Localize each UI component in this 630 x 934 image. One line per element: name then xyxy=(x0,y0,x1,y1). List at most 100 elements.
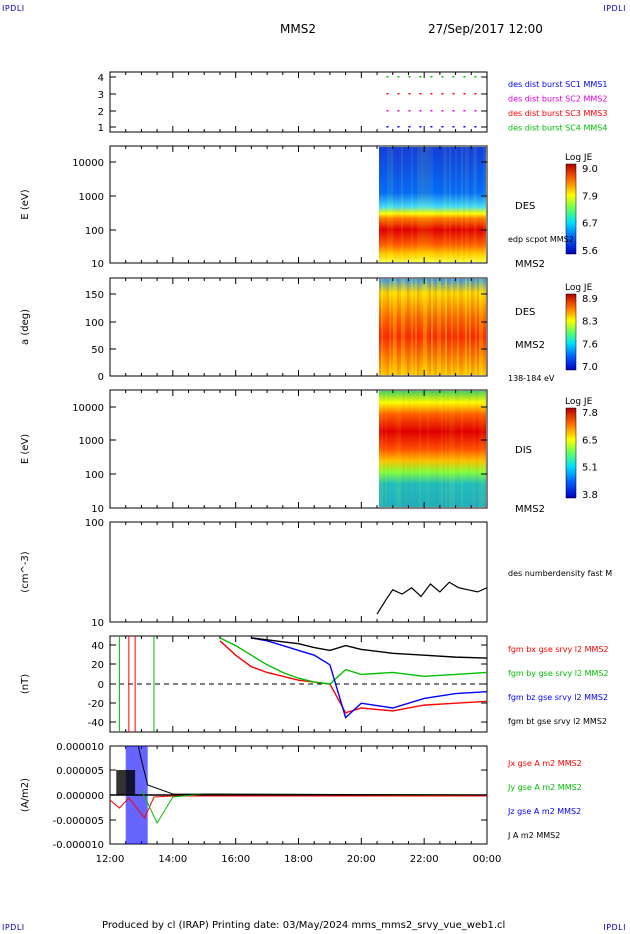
panel2-colorbar-tick: 8.9 xyxy=(582,294,598,305)
stripe-2 xyxy=(421,391,423,507)
availability-mark xyxy=(463,110,466,112)
current-burst-black xyxy=(116,770,136,795)
stripe-0 xyxy=(437,279,439,375)
availability-legend-item: des dist burst SC3 MMS3 xyxy=(508,109,607,118)
stripe-1 xyxy=(379,147,381,262)
stripe-2 xyxy=(409,391,411,507)
panel2-colorbar-tick: 7.6 xyxy=(582,339,598,350)
stripe-2 xyxy=(467,391,469,507)
availability-mark xyxy=(386,110,389,112)
panel6-ytick: -0.000005 xyxy=(53,816,104,827)
stripe-0 xyxy=(431,279,433,375)
stripe-2 xyxy=(387,391,389,507)
stripe-2 xyxy=(441,391,443,507)
panel1-ytick: 1000 xyxy=(79,192,104,203)
stripe-0 xyxy=(403,279,405,375)
stripe-0 xyxy=(463,279,465,375)
availability-mark xyxy=(386,76,389,78)
bfield-legend-item: fgm by gse srvy l2 MMS2 xyxy=(508,669,609,678)
current-legend-item: Jy gse A m2 MMS2 xyxy=(507,783,582,792)
stripe-0 xyxy=(419,279,421,375)
stripe-1 xyxy=(427,147,429,262)
stripe-1 xyxy=(423,147,425,262)
stripe-0 xyxy=(401,279,403,375)
panel3-right-label: MMS2 xyxy=(515,504,545,515)
stripe-2 xyxy=(385,391,387,507)
stripe-1 xyxy=(399,147,401,262)
panel0-ytick: 1 xyxy=(98,123,104,134)
stripe-1 xyxy=(393,147,395,262)
stripe-0 xyxy=(451,279,453,375)
availability-mark xyxy=(386,93,389,95)
stripe-0 xyxy=(413,279,415,375)
spectrogram-texture xyxy=(379,147,487,507)
panel1-colorbar-tick: 5.6 xyxy=(582,246,598,257)
spacecraft-title: MMS2 xyxy=(280,22,316,36)
stripe-0 xyxy=(405,279,407,375)
stripe-2 xyxy=(471,391,473,507)
panel3-colorbar-tick: 7.8 xyxy=(582,408,598,419)
panel1-colorbar-tick: 7.9 xyxy=(582,191,598,202)
stripe-1 xyxy=(485,147,487,262)
stripe-1 xyxy=(441,147,443,262)
panel3-ylabel: E (eV) xyxy=(20,434,31,464)
stripe-1 xyxy=(391,147,393,262)
stripe-2 xyxy=(431,391,433,507)
panel6-ytick: 0.000000 xyxy=(56,791,104,802)
panel5-ytick: -20 xyxy=(88,699,104,710)
panel4-ytick: 10 xyxy=(91,618,104,629)
stripe-2 xyxy=(435,391,437,507)
stripe-1 xyxy=(457,147,459,262)
availability-mark xyxy=(452,93,455,95)
stripe-1 xyxy=(469,147,471,262)
stripe-2 xyxy=(391,391,393,507)
availability-mark xyxy=(463,76,466,78)
availability-mark xyxy=(463,93,466,95)
availability-mark xyxy=(452,110,455,112)
panel2-right-label: MMS2 xyxy=(515,340,545,351)
stripe-2 xyxy=(395,391,397,507)
stripe-2 xyxy=(485,391,487,507)
panel3-ytick: 10000 xyxy=(72,403,104,414)
availability-panel xyxy=(109,71,488,133)
panel2-ytick: 0 xyxy=(98,372,104,383)
density-series-label: des numberdensity fast M xyxy=(508,569,612,578)
stripe-1 xyxy=(463,147,465,262)
panel3-ytick: 10 xyxy=(91,504,104,515)
stripe-1 xyxy=(409,147,411,262)
stripe-1 xyxy=(417,147,419,262)
stripe-0 xyxy=(391,279,393,375)
panel1-colorbar-tick: 6.7 xyxy=(582,219,598,230)
panel4-ytick: 100 xyxy=(85,518,104,529)
panel2-right-label: DES xyxy=(515,307,535,318)
panel4-ylabel: (cm^-3) xyxy=(20,551,31,592)
panel2-colorbar-title: Log JE xyxy=(565,283,593,293)
des-energy-colorbar xyxy=(565,163,577,255)
availability-mark xyxy=(463,126,466,128)
stripe-0 xyxy=(379,279,381,375)
stripe-2 xyxy=(473,391,475,507)
stripe-0 xyxy=(449,279,451,375)
availability-mark xyxy=(452,76,455,78)
stripe-1 xyxy=(459,147,461,262)
dis-energy-spectrogram xyxy=(379,391,486,507)
stripe-1 xyxy=(405,147,407,262)
stripe-1 xyxy=(443,147,445,262)
stripe-0 xyxy=(421,279,423,375)
panel6-ytick: -0.000010 xyxy=(53,840,104,851)
xaxis-tick-label: 16:00 xyxy=(221,854,250,865)
stripe-0 xyxy=(399,279,401,375)
stripe-0 xyxy=(429,279,431,375)
panel3-ytick: 1000 xyxy=(79,436,104,447)
panel2-ylabel: a (deg) xyxy=(20,309,31,345)
stripe-1 xyxy=(471,147,473,262)
stripe-0 xyxy=(385,279,387,375)
panel1-ytick: 100 xyxy=(85,226,104,237)
stripe-2 xyxy=(481,391,483,507)
stripe-1 xyxy=(381,147,383,262)
panel1-ylabel: E (eV) xyxy=(20,189,31,219)
xaxis-tick-label: 00:00 xyxy=(473,854,502,865)
panel1-colorbar-title: Log JE xyxy=(565,153,593,163)
stripe-2 xyxy=(449,391,451,507)
stripe-0 xyxy=(457,279,459,375)
